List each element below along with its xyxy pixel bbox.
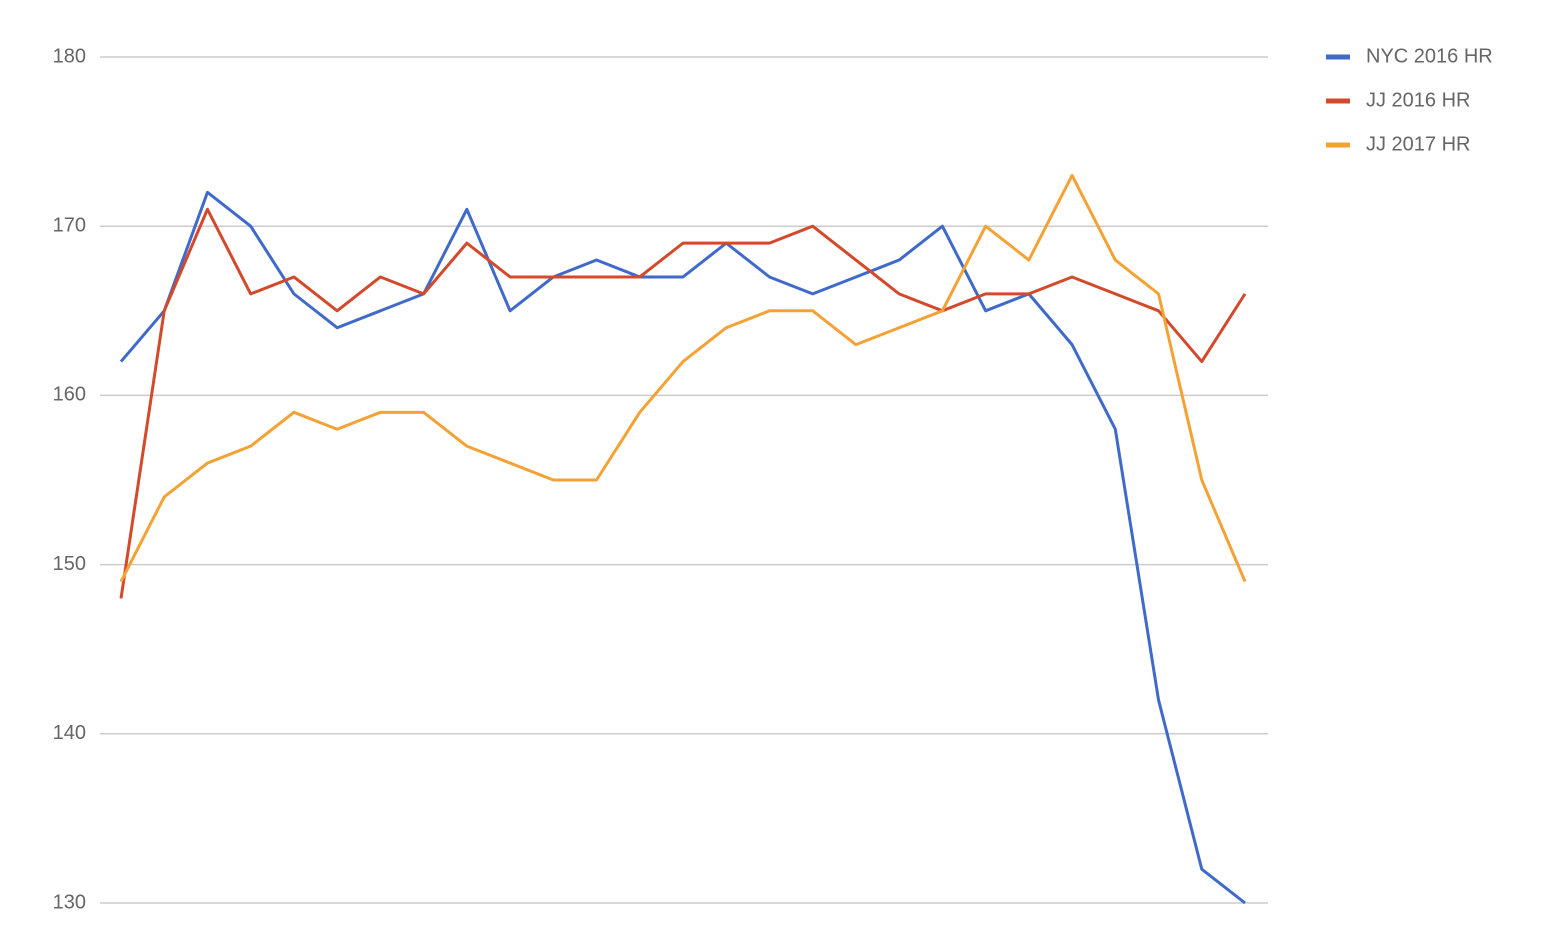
- series-line: [119, 190, 1246, 905]
- y-tick-label: 180: [53, 45, 86, 67]
- y-tick-label: 150: [53, 553, 86, 575]
- legend-label: JJ 2016 HR: [1366, 89, 1471, 111]
- y-tick-label: 140: [53, 722, 86, 744]
- y-tick-label: 160: [53, 384, 86, 406]
- legend-label: NYC 2016 HR: [1366, 45, 1493, 67]
- y-tick-label: 130: [53, 891, 86, 913]
- series-line: [119, 207, 1247, 599]
- y-tick-label: 170: [53, 214, 86, 236]
- series-line: [119, 173, 1247, 583]
- legend-label: JJ 2017 HR: [1366, 133, 1471, 155]
